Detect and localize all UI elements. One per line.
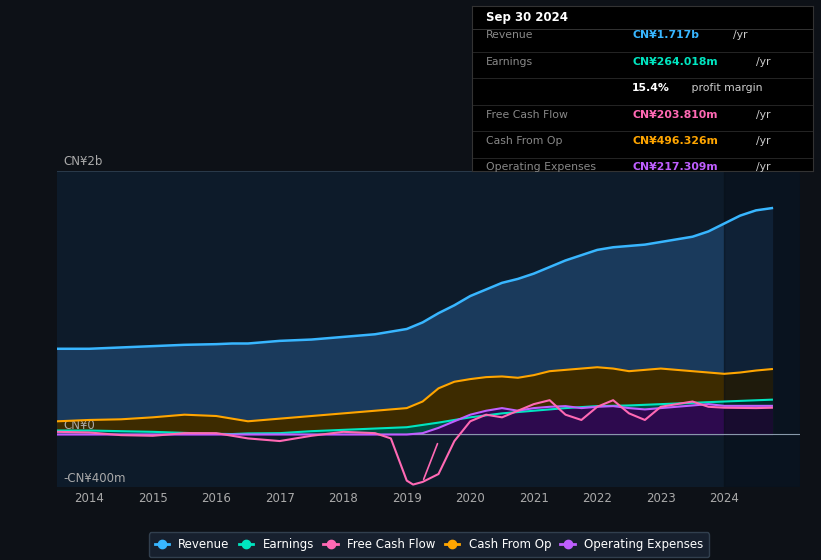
Text: CN¥496.326m: CN¥496.326m bbox=[632, 136, 718, 146]
Text: profit margin: profit margin bbox=[689, 83, 763, 93]
Text: CN¥217.309m: CN¥217.309m bbox=[632, 162, 718, 172]
Legend: Revenue, Earnings, Free Cash Flow, Cash From Op, Operating Expenses: Revenue, Earnings, Free Cash Flow, Cash … bbox=[149, 533, 709, 557]
Text: /yr: /yr bbox=[756, 57, 770, 67]
Text: Free Cash Flow: Free Cash Flow bbox=[486, 110, 567, 120]
Text: Operating Expenses: Operating Expenses bbox=[486, 162, 596, 172]
Text: /yr: /yr bbox=[756, 136, 770, 146]
Text: Earnings: Earnings bbox=[486, 57, 533, 67]
Text: Cash From Op: Cash From Op bbox=[486, 136, 562, 146]
Text: CN¥1.717b: CN¥1.717b bbox=[632, 30, 699, 40]
Text: /yr: /yr bbox=[756, 162, 770, 172]
Text: Revenue: Revenue bbox=[486, 30, 533, 40]
Bar bbox=[724, 171, 800, 487]
Text: /yr: /yr bbox=[756, 110, 770, 120]
Text: CN¥264.018m: CN¥264.018m bbox=[632, 57, 718, 67]
Text: Sep 30 2024: Sep 30 2024 bbox=[486, 11, 567, 24]
Text: 15.4%: 15.4% bbox=[632, 83, 670, 93]
Text: -CN¥400m: -CN¥400m bbox=[64, 472, 126, 485]
Text: CN¥203.810m: CN¥203.810m bbox=[632, 110, 718, 120]
Text: CN¥0: CN¥0 bbox=[64, 419, 95, 432]
Text: /yr: /yr bbox=[733, 30, 748, 40]
Text: CN¥2b: CN¥2b bbox=[64, 156, 103, 169]
